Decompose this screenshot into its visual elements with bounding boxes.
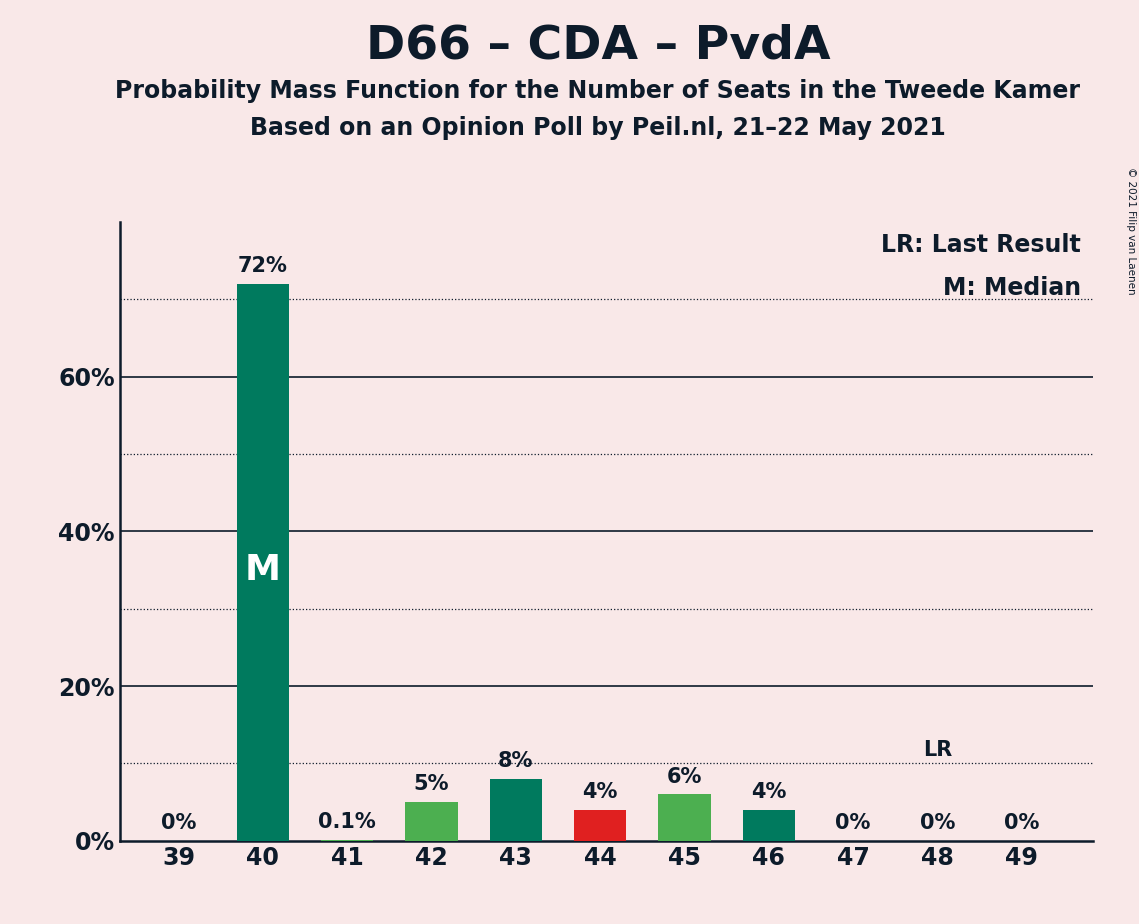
- Text: 8%: 8%: [498, 751, 533, 772]
- Bar: [490, 779, 542, 841]
- Text: M: Median: M: Median: [943, 276, 1081, 300]
- Text: 0.1%: 0.1%: [319, 812, 376, 833]
- Bar: [743, 809, 795, 841]
- Text: © 2021 Filip van Laenen: © 2021 Filip van Laenen: [1126, 167, 1136, 295]
- Text: Probability Mass Function for the Number of Seats in the Tweede Kamer: Probability Mass Function for the Number…: [115, 79, 1081, 103]
- Text: LR: Last Result: LR: Last Result: [882, 234, 1081, 258]
- Text: M: M: [245, 553, 281, 587]
- Text: 4%: 4%: [582, 782, 617, 802]
- Bar: [574, 809, 626, 841]
- Text: 0%: 0%: [161, 813, 196, 833]
- Text: 72%: 72%: [238, 256, 288, 276]
- Text: 6%: 6%: [666, 767, 703, 786]
- Text: Based on an Opinion Poll by Peil.nl, 21–22 May 2021: Based on an Opinion Poll by Peil.nl, 21–…: [251, 116, 945, 140]
- Text: D66 – CDA – PvdA: D66 – CDA – PvdA: [366, 23, 830, 68]
- Text: 5%: 5%: [413, 774, 449, 795]
- Bar: [658, 795, 711, 841]
- Text: LR: LR: [923, 739, 952, 760]
- Text: 0%: 0%: [920, 813, 956, 833]
- Text: 0%: 0%: [835, 813, 871, 833]
- Text: 4%: 4%: [751, 782, 787, 802]
- Text: 0%: 0%: [1005, 813, 1040, 833]
- Bar: [405, 802, 458, 841]
- Bar: [237, 284, 289, 841]
